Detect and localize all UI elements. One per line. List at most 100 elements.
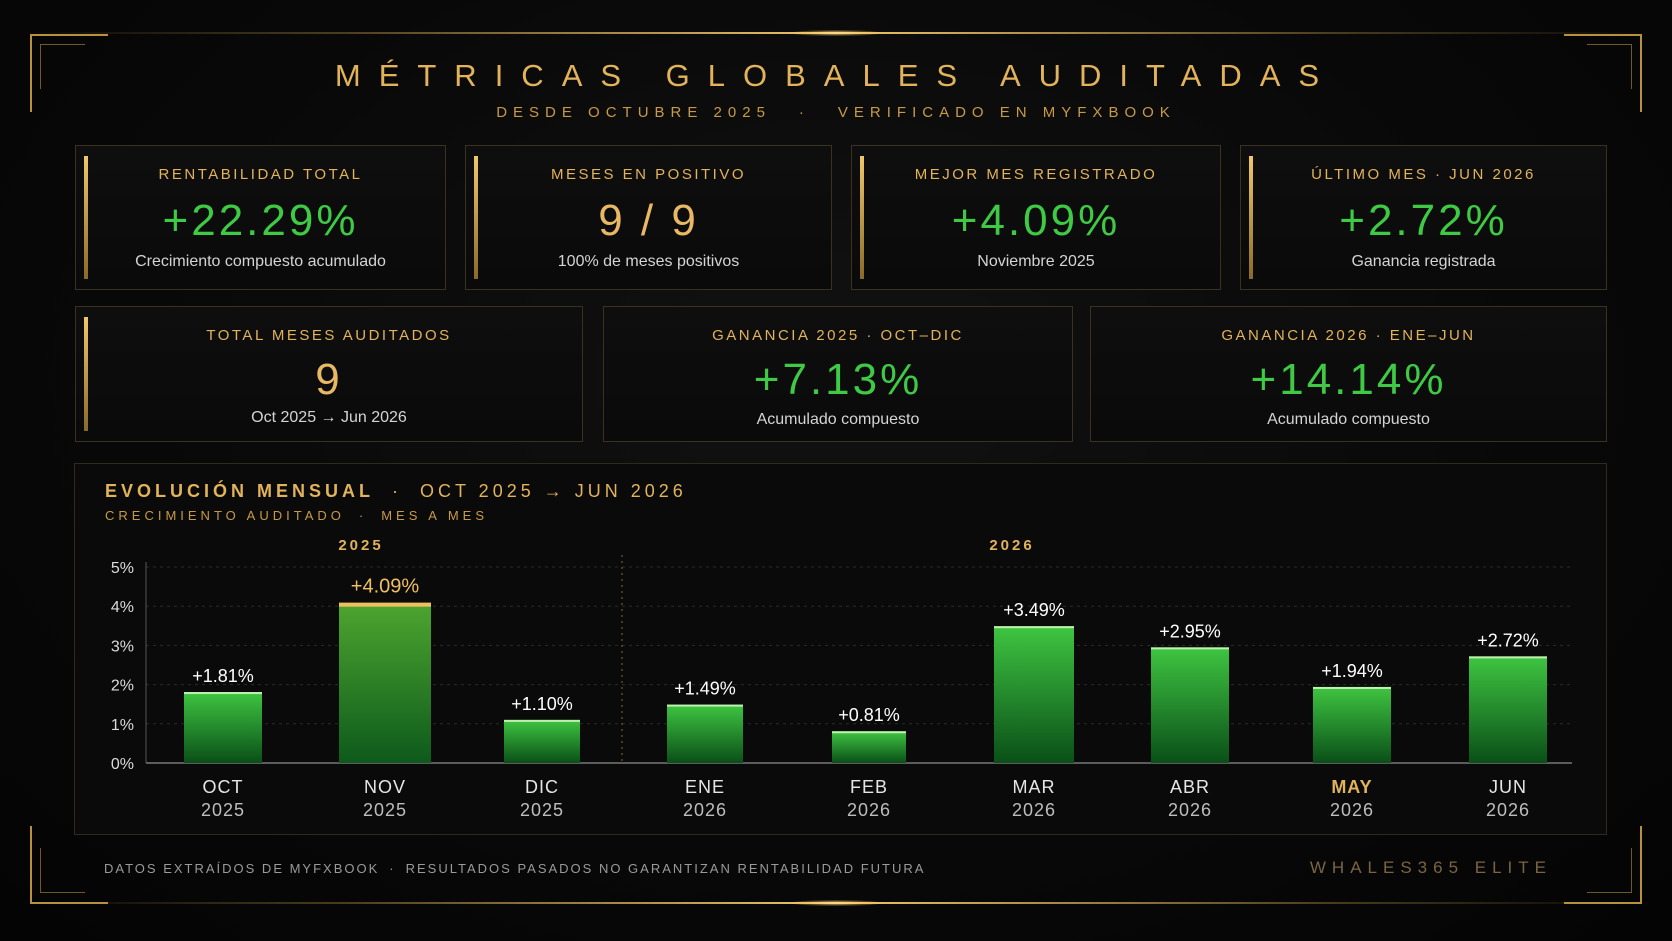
- chart-subtitle-separator: ·: [358, 508, 368, 523]
- bar-abr: [1151, 647, 1229, 763]
- bar-jun: [1469, 656, 1547, 763]
- footer-warning: RESULTADOS PASADOS NO GARANTIZAN RENTABI…: [405, 861, 926, 876]
- card-value: +22.29%: [162, 196, 359, 245]
- top-glow-dot: [791, 30, 881, 36]
- bar-data-label: +1.81%: [192, 666, 254, 686]
- x-tick-month: FEB: [850, 777, 888, 797]
- x-tick-month: JUN: [1489, 777, 1527, 797]
- chart-title-separator: ·: [392, 481, 403, 501]
- bar-data-label: +1.10%: [511, 694, 573, 714]
- bar-cap: [184, 692, 262, 695]
- y-tick-label: 5%: [111, 560, 134, 577]
- corner-inner-bottom-right: [1587, 848, 1632, 893]
- x-tick-month: MAR: [1013, 777, 1056, 797]
- card-gain-2026: GANANCIA 2026 · ENE–JUN +14.14% Acumulad…: [1090, 306, 1607, 442]
- card-accent-bar: [84, 156, 88, 279]
- bar-data-label: +2.72%: [1477, 630, 1539, 650]
- x-tick-month: ENE: [685, 777, 725, 797]
- bar-cap: [504, 719, 580, 722]
- subtitle-separator: ·: [798, 104, 810, 121]
- chart-title-range: OCT 2025 → JUN 2026: [420, 481, 687, 501]
- card-desc: Oct 2025 → Jun 2026: [251, 409, 407, 426]
- card-gain-2025: GANANCIA 2025 · OCT–DIC +7.13% Acumulado…: [603, 306, 1073, 442]
- chart-panel: [74, 463, 1607, 835]
- chart-subtitle-right: MES A MES: [381, 508, 489, 523]
- card-label: TOTAL MESES AUDITADOS: [206, 327, 452, 344]
- card-accent-bar: [474, 156, 478, 279]
- year-group-label: 2026: [989, 537, 1034, 554]
- card-best-month: MEJOR MES REGISTRADO +4.09% Noviembre 20…: [851, 145, 1221, 290]
- bar-data-label: +2.95%: [1159, 621, 1221, 641]
- corner-inner-bottom-left: [40, 848, 85, 893]
- bar-cap: [1151, 647, 1229, 650]
- x-tick-month: NOV: [364, 777, 406, 797]
- card-desc: Crecimiento compuesto acumulado: [135, 253, 386, 270]
- bar-dic: [504, 719, 580, 763]
- brand-wordmark: WHALES365 ELITE: [1309, 858, 1552, 877]
- y-tick-label: 1%: [111, 717, 134, 734]
- x-tick-year: 2025: [363, 800, 407, 820]
- card-value: 9 / 9: [598, 196, 699, 245]
- card-positive-months: MESES EN POSITIVO 9 / 9 100% de meses po…: [465, 145, 832, 290]
- bar-ene: [667, 704, 743, 763]
- bottom-glow-dot: [791, 900, 881, 906]
- card-accent-bar: [84, 317, 88, 431]
- chart-subtitle: CRECIMIENTO AUDITADO · MES A MES: [105, 508, 488, 523]
- footer-source: DATOS EXTRAÍDOS DE MYFXBOOK: [104, 861, 380, 876]
- card-label: MEJOR MES REGISTRADO: [914, 166, 1158, 183]
- corner-ornament-top-left: [30, 34, 108, 112]
- card-label: GANANCIA 2025 · OCT–DIC: [712, 327, 964, 344]
- footer-disclaimer: DATOS EXTRAÍDOS DE MYFXBOOK · RESULTADOS P…: [104, 861, 925, 876]
- bar-may: [1313, 686, 1391, 763]
- bar-data-label: +3.49%: [1003, 600, 1065, 620]
- card-label: ÚLTIMO MES · JUN 2026: [1311, 166, 1536, 183]
- x-tick-year: 2026: [1486, 800, 1530, 820]
- bar-data-label: +1.94%: [1321, 661, 1383, 681]
- x-tick-month: OCT: [203, 777, 244, 797]
- bar-cap: [994, 626, 1074, 629]
- bar-feb: [832, 731, 906, 763]
- x-tick-year: 2026: [1168, 800, 1212, 820]
- bar-data-label: +4.09%: [351, 576, 420, 598]
- x-tick-year: 2025: [520, 800, 564, 820]
- bar-cap: [339, 602, 431, 607]
- card-value: +2.72%: [1339, 196, 1508, 245]
- bar-cap: [1313, 686, 1391, 689]
- bar-data-label: +1.49%: [674, 679, 736, 699]
- card-desc: Ganancia registrada: [1351, 253, 1496, 270]
- card-value: 9: [315, 355, 343, 404]
- corner-inner-top-right: [1587, 44, 1632, 89]
- corner-ornament-top-right: [1564, 34, 1642, 112]
- bar-nov: [339, 602, 431, 763]
- card-accent-bar: [1249, 156, 1253, 279]
- x-tick-month: ABR: [1170, 777, 1210, 797]
- card-desc: Acumulado compuesto: [1267, 411, 1430, 428]
- card-total-return: RENTABILIDAD TOTAL +22.29% Crecimiento c…: [75, 145, 446, 290]
- x-tick-year: 2026: [1330, 800, 1374, 820]
- bar-cap: [832, 731, 906, 734]
- bar-cap: [667, 704, 743, 707]
- x-tick-month: DIC: [525, 777, 559, 797]
- chart-title: EVOLUCIÓN MENSUAL · OCT 2025 → JUN 2026: [105, 481, 687, 502]
- y-tick-label: 0%: [111, 756, 134, 773]
- card-value: +14.14%: [1250, 355, 1447, 404]
- subtitle-verified: VERIFICADO EN MYFXBOOK: [837, 104, 1176, 121]
- corner-ornament-bottom-left: [30, 826, 108, 904]
- y-tick-label: 2%: [111, 678, 134, 695]
- x-tick-year: 2025: [201, 800, 245, 820]
- card-desc: 100% de meses positivos: [557, 253, 740, 270]
- card-total-months: TOTAL MESES AUDITADOS 9 Oct 2025 → Jun 2…: [75, 306, 583, 442]
- footer-separator: ·: [389, 861, 396, 876]
- chart-subtitle-left: CRECIMIENTO AUDITADO: [105, 508, 345, 523]
- chart-title-main: EVOLUCIÓN MENSUAL: [105, 481, 375, 501]
- y-tick-label: 3%: [111, 638, 134, 655]
- year-group-label: 2025: [338, 537, 383, 554]
- corner-inner-top-left: [40, 44, 85, 89]
- bar-cap: [1469, 656, 1547, 659]
- x-tick-month: MAY: [1331, 777, 1372, 797]
- page-title: MÉTRICAS GLOBALES AUDITADAS: [334, 58, 1338, 93]
- x-tick-year: 2026: [847, 800, 891, 820]
- subtitle-since: DESDE OCTUBRE 2025: [496, 104, 771, 121]
